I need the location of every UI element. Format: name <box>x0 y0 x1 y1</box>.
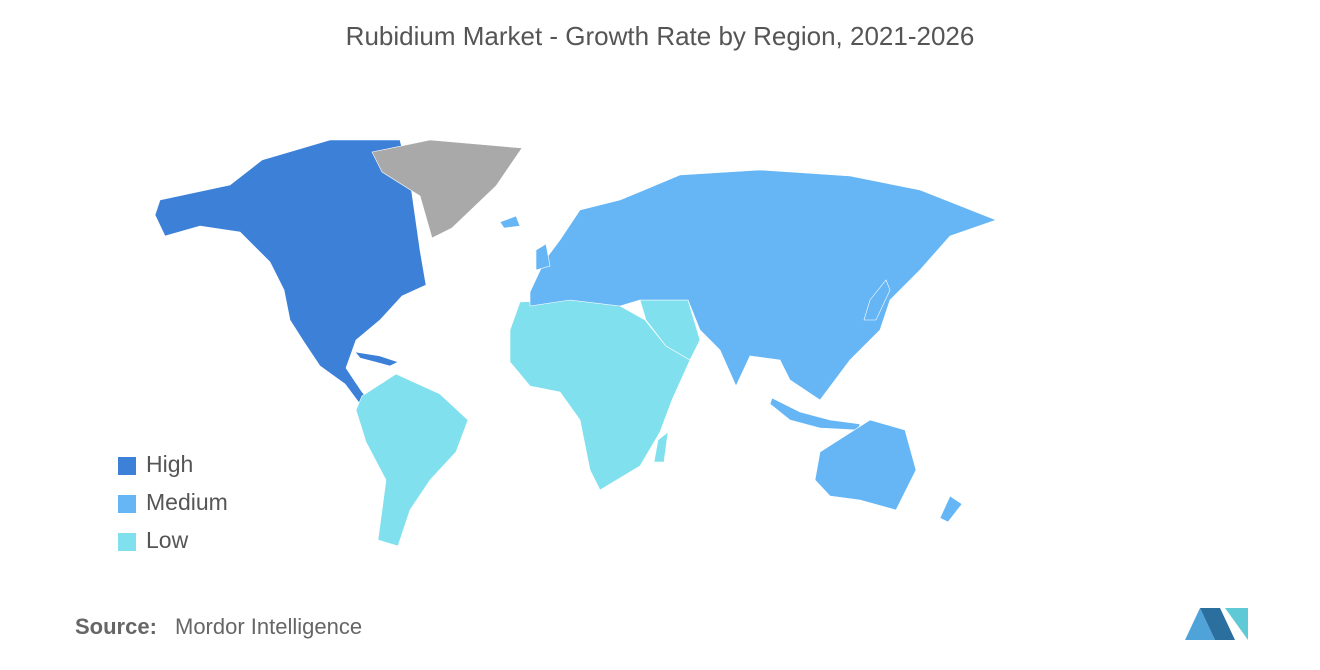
legend-swatch <box>118 533 136 551</box>
iceland <box>499 215 521 229</box>
greenland <box>371 139 523 239</box>
eurasia <box>529 169 997 401</box>
africa <box>509 299 691 491</box>
legend-swatch <box>118 495 136 513</box>
logo <box>1185 608 1248 640</box>
south-america <box>355 373 469 547</box>
indonesia <box>769 397 861 431</box>
new-zealand <box>939 495 963 523</box>
legend-label: High <box>146 451 193 477</box>
japan <box>863 279 891 321</box>
australia <box>814 419 917 511</box>
legend-swatch <box>118 457 136 475</box>
madagascar <box>653 431 669 463</box>
caribbean <box>354 351 399 367</box>
legend-label: Low <box>146 527 189 553</box>
legend-label: Medium <box>146 489 228 515</box>
regions <box>154 139 997 547</box>
source-text: Mordor Intelligence <box>175 614 362 639</box>
title: Rubidium Market - Growth Rate by Region,… <box>346 21 975 51</box>
uk <box>535 243 551 271</box>
north-america <box>154 139 427 413</box>
source-label: Source: <box>75 614 157 639</box>
legend: High Medium Low <box>118 451 228 553</box>
